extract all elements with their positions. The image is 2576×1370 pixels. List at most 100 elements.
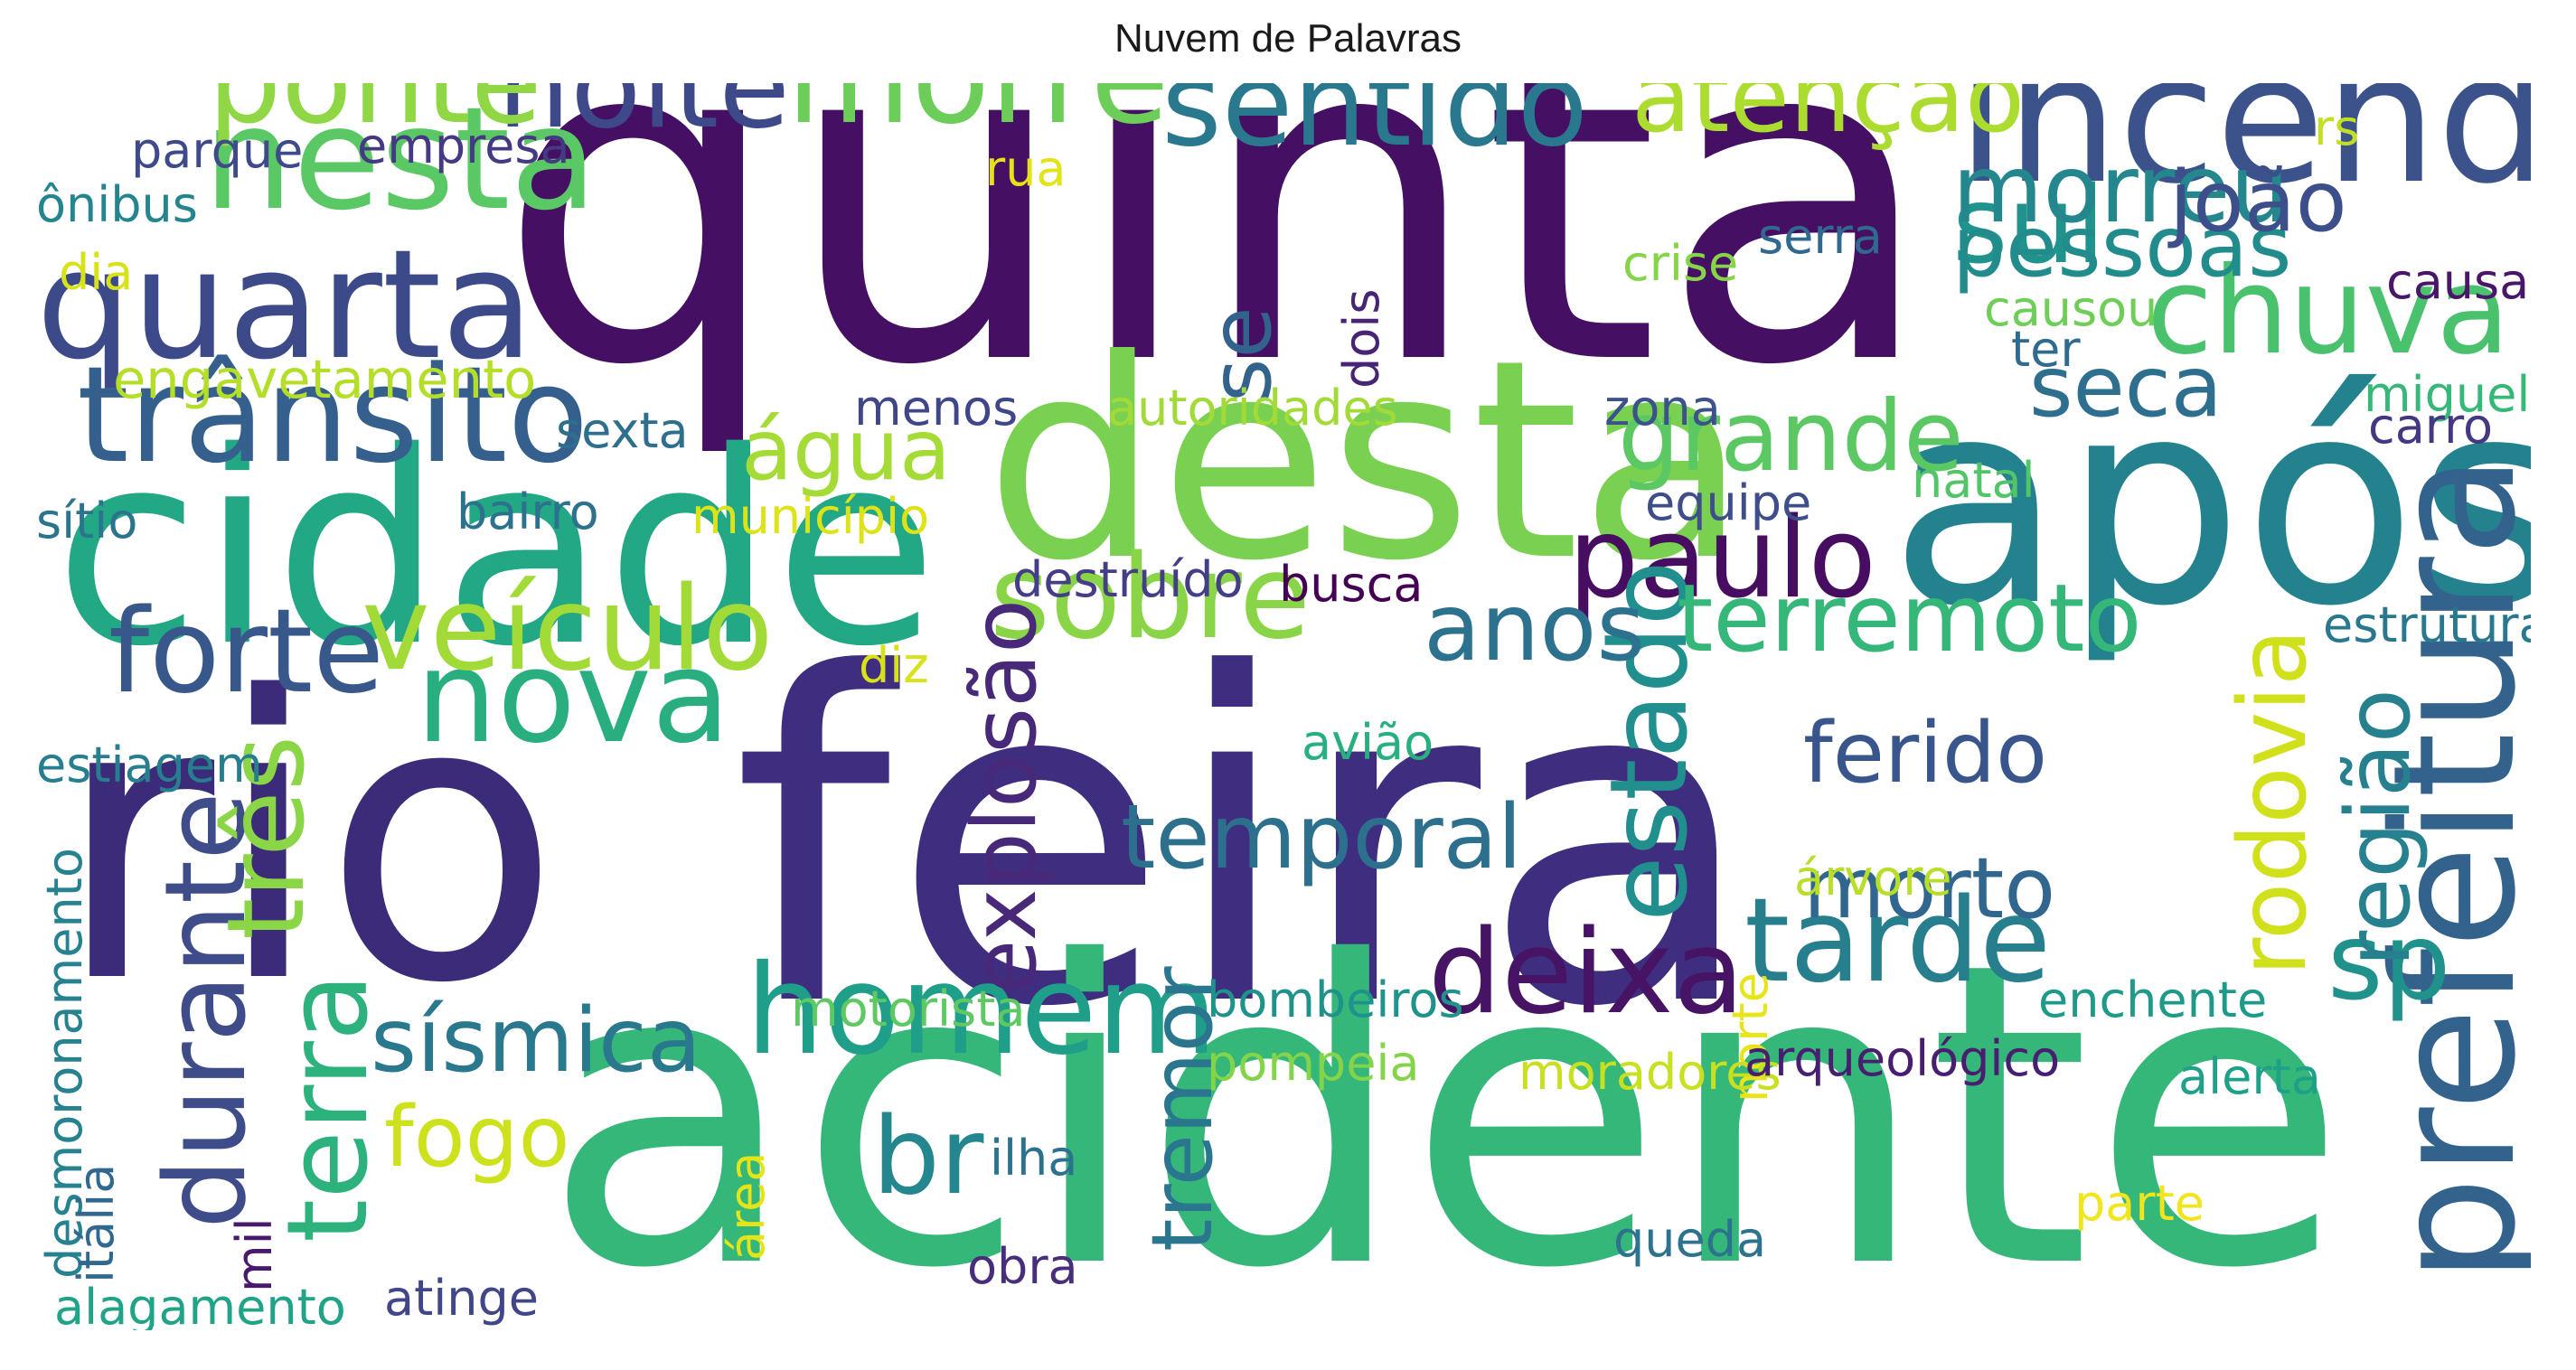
word-54: empresa <box>357 117 570 174</box>
word-94: ilha <box>990 1130 1077 1187</box>
word-24: forte <box>108 585 384 719</box>
word-73: bairro <box>456 483 599 540</box>
word-69: natal <box>1912 452 2035 509</box>
word-21: deixa <box>1428 906 1744 1040</box>
word-5: após <box>1889 339 2531 669</box>
word-80: estiagem <box>36 737 263 793</box>
word-77: busca <box>1279 556 1423 613</box>
word-40: explosão <box>954 599 1057 994</box>
word-56: dia <box>59 244 133 301</box>
word-99: alagamento <box>54 1279 346 1330</box>
word-27: terra <box>264 973 393 1243</box>
word-46: pessoas <box>1952 198 2292 296</box>
word-75: equipe <box>1645 474 1811 531</box>
word-47: joão <box>2167 153 2347 250</box>
word-89: moradores <box>1518 1044 1782 1101</box>
word-62: causa <box>2386 253 2529 310</box>
word-64: dois <box>1333 289 1390 389</box>
word-22: sobre <box>990 530 1311 665</box>
word-90: arqueológico <box>1744 1030 2060 1087</box>
word-72: sítio <box>36 493 137 549</box>
word-61: causou <box>1984 280 2158 337</box>
word-52: engavetamento <box>113 348 536 410</box>
word-92: itália <box>68 1164 125 1283</box>
word-68: zona <box>1604 380 1721 436</box>
word-49: morto <box>1803 840 2055 937</box>
word-53: parque <box>131 122 303 179</box>
word-30: sp <box>2327 899 2450 1024</box>
word-39: sísmica <box>371 990 701 1093</box>
word-38: rodovia <box>2219 629 2327 976</box>
word-65: autoridades <box>1107 380 1398 436</box>
word-18: noite <box>497 83 790 155</box>
word-42: temporal <box>1121 786 1522 889</box>
word-78: estrutura <box>2323 596 2531 653</box>
word-58: rs <box>2314 99 2359 156</box>
word-83: desmoronamento <box>36 848 93 1279</box>
word-91: alerta <box>2178 1048 2321 1105</box>
word-74: município <box>691 488 929 545</box>
word-82: árvore <box>1794 849 1952 906</box>
word-100: atinge <box>384 1270 539 1327</box>
word-17: sentido <box>1161 83 1588 173</box>
word-95: mil <box>226 1217 283 1292</box>
word-35: morreu <box>1952 136 2289 244</box>
word-16: chuva <box>2147 242 2510 381</box>
word-33: atenção <box>1631 83 2025 155</box>
word-10: quarta <box>36 218 534 393</box>
word-71: carro <box>2368 398 2493 455</box>
word-26: durante <box>142 792 271 1229</box>
word-50: tremor <box>1133 966 1231 1252</box>
word-8: incêndio <box>1957 83 2531 223</box>
word-87: enchente <box>2038 971 2267 1028</box>
word-20: tarde <box>1744 874 2051 1009</box>
word-98: queda <box>1613 1211 1766 1268</box>
word-60: crise <box>1622 235 1738 292</box>
word-11: nesta <box>203 83 597 242</box>
word-79: diz <box>859 637 929 694</box>
word-96: obra <box>967 1238 1078 1295</box>
word-48: ferido <box>1803 704 2047 802</box>
word-28: três <box>203 736 328 940</box>
word-23: veículo <box>362 562 773 697</box>
word-7: cidade <box>54 396 938 705</box>
word-9: prefeitura <box>2356 454 2531 1283</box>
word-3: acidente <box>542 874 2347 1330</box>
word-85: bombeiros <box>1207 971 1464 1028</box>
word-2: feira <box>732 579 1758 1105</box>
word-36: anos <box>1424 574 1645 682</box>
word-15: homem <box>746 939 1217 1083</box>
word-34: grande <box>1618 380 1964 493</box>
word-43: fogo <box>384 1088 570 1186</box>
word-19: ponte <box>208 83 542 150</box>
word-37: terremoto <box>1677 565 2142 673</box>
word-76: destruído <box>1012 551 1244 608</box>
word-84: motorista <box>791 981 1025 1037</box>
word-32: sul <box>1952 163 2105 287</box>
word-70: miguel <box>2364 366 2530 423</box>
word-45: seca <box>2029 338 2223 436</box>
word-93: área <box>719 1152 776 1261</box>
word-25: paulo <box>1568 494 1876 624</box>
word-12: trânsito <box>77 338 588 493</box>
word-13: morre <box>786 83 1170 153</box>
word-97: parte <box>2074 1175 2205 1232</box>
word-66: menos <box>854 380 1018 436</box>
word-57: rua <box>985 140 1067 197</box>
word-41: região <box>2327 689 2430 967</box>
word-29: estado <box>1586 560 1711 922</box>
chart-title: Nuvem de Palavras <box>1114 16 1462 61</box>
word-6: desta <box>985 301 1748 621</box>
word-14: nova <box>416 623 730 772</box>
word-86: norte <box>1722 972 1779 1103</box>
word-63: ter <box>2011 321 2081 378</box>
word-44: água <box>741 401 951 499</box>
word-59: serra <box>1758 208 1883 265</box>
word-31: br <box>872 1093 984 1218</box>
word-88: pompeia <box>1207 1035 1420 1092</box>
word-1: quinta <box>497 83 1937 464</box>
word-67: sexta <box>556 402 689 459</box>
word-51: se <box>1192 306 1290 402</box>
word-55: ônibus <box>36 176 198 233</box>
